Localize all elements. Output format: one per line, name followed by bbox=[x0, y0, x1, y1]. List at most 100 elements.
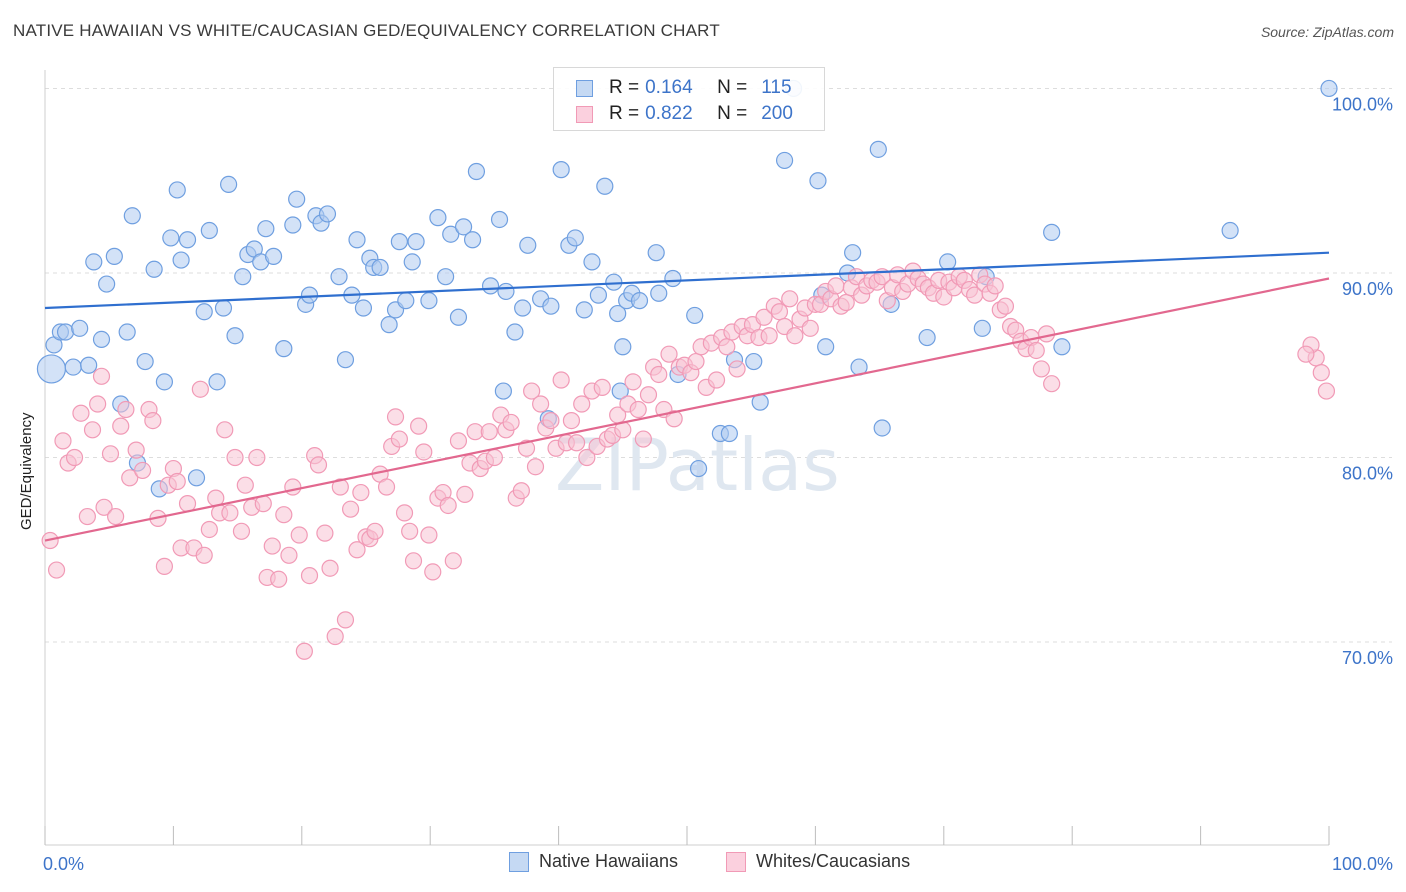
data-point bbox=[216, 421, 234, 439]
data-point bbox=[366, 522, 384, 540]
bottom-legend-native-hawaiians[interactable]: Native Hawaiians bbox=[509, 851, 678, 872]
data-point bbox=[284, 478, 302, 496]
data-point bbox=[869, 140, 887, 158]
data-point bbox=[745, 352, 763, 371]
data-point bbox=[1043, 223, 1061, 241]
bottom-legend-label: Whites/Caucasians bbox=[756, 851, 911, 871]
data-point bbox=[85, 253, 103, 271]
data-point bbox=[918, 328, 936, 347]
data-point bbox=[234, 268, 252, 286]
legend-r-label: R = bbox=[609, 77, 640, 98]
data-point bbox=[65, 448, 84, 467]
data-point bbox=[567, 434, 586, 452]
data-point bbox=[728, 360, 746, 378]
data-point bbox=[1221, 221, 1239, 240]
data-point bbox=[127, 441, 145, 459]
data-point bbox=[133, 461, 152, 480]
data-point bbox=[226, 327, 244, 345]
data-point bbox=[996, 297, 1015, 315]
data-point bbox=[220, 175, 238, 194]
x-tick-label-min: 0.0% bbox=[43, 854, 84, 874]
data-point bbox=[519, 236, 537, 254]
data-point bbox=[589, 286, 608, 304]
legend-n-label: N = bbox=[717, 77, 748, 98]
data-point bbox=[98, 275, 116, 293]
data-point bbox=[200, 221, 218, 240]
data-point bbox=[837, 293, 855, 312]
data-point bbox=[552, 371, 570, 389]
data-point bbox=[300, 286, 319, 304]
data-point bbox=[415, 443, 433, 461]
legend-n-value: 115 bbox=[761, 77, 792, 98]
data-point bbox=[295, 642, 313, 660]
data-point bbox=[454, 218, 473, 236]
data-point bbox=[410, 417, 428, 435]
data-point bbox=[288, 190, 306, 208]
data-point bbox=[1053, 338, 1071, 356]
swatch-pink bbox=[726, 851, 746, 872]
data-point bbox=[145, 260, 163, 278]
data-point bbox=[397, 292, 415, 310]
data-point bbox=[371, 258, 389, 277]
stats-legend: R = 0.164 N = 115 R = 0.822 N = 200 bbox=[553, 67, 825, 131]
data-point bbox=[720, 424, 738, 443]
legend-n-value: 200 bbox=[761, 103, 793, 124]
data-point bbox=[403, 253, 421, 271]
source-label[interactable]: Source: ZipAtlas.com bbox=[1260, 24, 1394, 40]
data-point bbox=[647, 244, 665, 262]
data-point bbox=[1037, 325, 1056, 343]
data-point bbox=[786, 327, 804, 345]
data-point bbox=[168, 181, 186, 199]
data-point bbox=[248, 448, 266, 467]
data-point bbox=[336, 611, 355, 629]
data-point bbox=[92, 367, 111, 385]
data-point bbox=[380, 316, 398, 334]
data-point bbox=[517, 439, 536, 457]
data-point bbox=[1317, 382, 1336, 400]
y-tick-label: 90.0% bbox=[1342, 279, 1393, 299]
data-point bbox=[390, 430, 408, 448]
y-tick-label: 70.0% bbox=[1342, 648, 1393, 668]
data-point bbox=[686, 306, 704, 325]
data-point bbox=[817, 338, 835, 356]
data-point bbox=[136, 352, 154, 371]
legend-n-label: N = bbox=[717, 103, 748, 124]
legend-swatch-blue bbox=[576, 79, 593, 97]
data-point bbox=[232, 522, 251, 540]
data-point bbox=[326, 627, 344, 646]
data-point bbox=[348, 541, 366, 559]
data-point bbox=[72, 404, 90, 422]
data-point bbox=[195, 546, 213, 564]
axes bbox=[44, 70, 1330, 846]
series-native-hawaiians bbox=[36, 79, 1338, 498]
data-point bbox=[341, 500, 360, 518]
data-point bbox=[144, 411, 162, 430]
data-point bbox=[270, 570, 288, 588]
data-point bbox=[463, 231, 482, 249]
trend-line bbox=[44, 277, 1330, 542]
bottom-legend-whites-caucasians[interactable]: Whites/Caucasians bbox=[726, 851, 910, 872]
data-point bbox=[532, 395, 550, 413]
data-point bbox=[401, 522, 419, 540]
data-point bbox=[596, 177, 614, 195]
data-point bbox=[526, 458, 545, 476]
data-point bbox=[467, 162, 486, 181]
legend-swatch-pink bbox=[576, 105, 593, 123]
data-point bbox=[187, 469, 206, 487]
legend-row-whites-caucasians: R = 0.822 N = 200 bbox=[576, 102, 793, 126]
data-point bbox=[200, 520, 218, 539]
data-point bbox=[112, 417, 130, 435]
data-point bbox=[775, 151, 794, 170]
data-point bbox=[309, 456, 328, 474]
data-point bbox=[330, 268, 348, 286]
data-point bbox=[1027, 341, 1045, 360]
data-point bbox=[827, 277, 845, 295]
data-point bbox=[78, 507, 96, 526]
data-point bbox=[497, 282, 515, 301]
data-point bbox=[552, 161, 570, 179]
data-point bbox=[665, 410, 683, 428]
data-point bbox=[687, 352, 705, 371]
data-point bbox=[105, 247, 123, 265]
data-point bbox=[437, 268, 455, 286]
